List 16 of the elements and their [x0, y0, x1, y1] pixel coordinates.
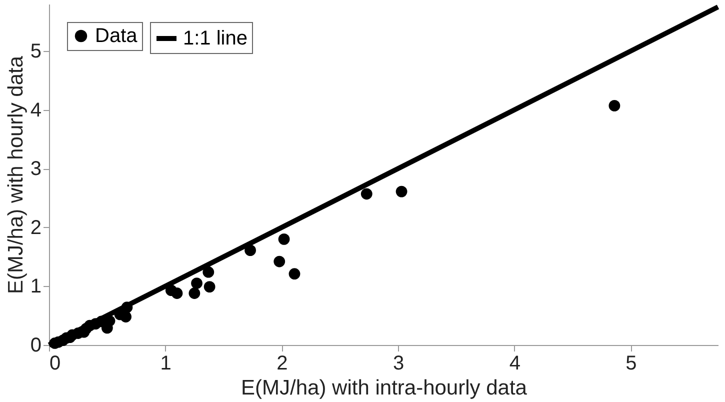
x-tick-label: 1	[160, 352, 172, 374]
x-axis-title: E(MJ/ha) with intra-hourly data	[241, 376, 528, 400]
y-tick-label: 5	[30, 40, 42, 63]
y-tick-label: 4	[30, 99, 42, 122]
y-axis-title: E(MJ/ha) with hourly data	[4, 56, 28, 294]
y-tick-label: 1	[30, 276, 42, 298]
x-tick-label: 5	[626, 352, 637, 374]
x-tick-label: 4	[509, 352, 520, 374]
x-tick-label: 2	[276, 352, 288, 374]
legend-label: 1:1 line	[183, 28, 248, 50]
y-tick-label: 3	[30, 158, 42, 180]
x-tick-label: 0	[50, 352, 61, 374]
y-tick-label: 2	[30, 216, 42, 239]
legend-label: Data	[95, 25, 138, 47]
x-tick-label: 3	[392, 352, 404, 374]
y-tick-label: 0	[30, 334, 42, 356]
